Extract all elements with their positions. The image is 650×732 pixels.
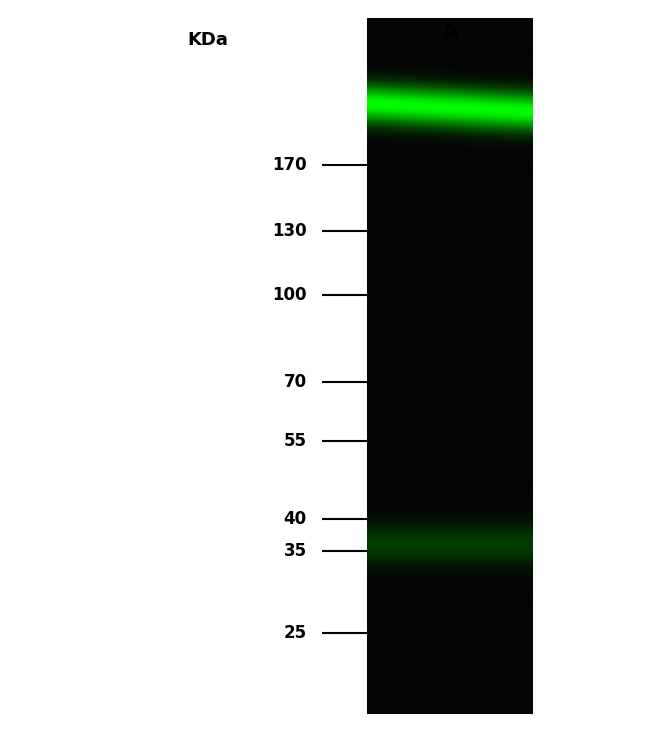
Text: A: A bbox=[442, 23, 459, 43]
Text: 70: 70 bbox=[283, 373, 307, 391]
Text: 25: 25 bbox=[283, 624, 307, 643]
Text: 35: 35 bbox=[283, 542, 307, 560]
Text: 40: 40 bbox=[283, 509, 307, 528]
Text: 170: 170 bbox=[272, 156, 307, 174]
Text: KDa: KDa bbox=[188, 31, 228, 49]
Bar bbox=[367, 18, 533, 714]
Text: 55: 55 bbox=[284, 432, 307, 449]
Text: 130: 130 bbox=[272, 222, 307, 239]
Text: 100: 100 bbox=[272, 285, 307, 304]
